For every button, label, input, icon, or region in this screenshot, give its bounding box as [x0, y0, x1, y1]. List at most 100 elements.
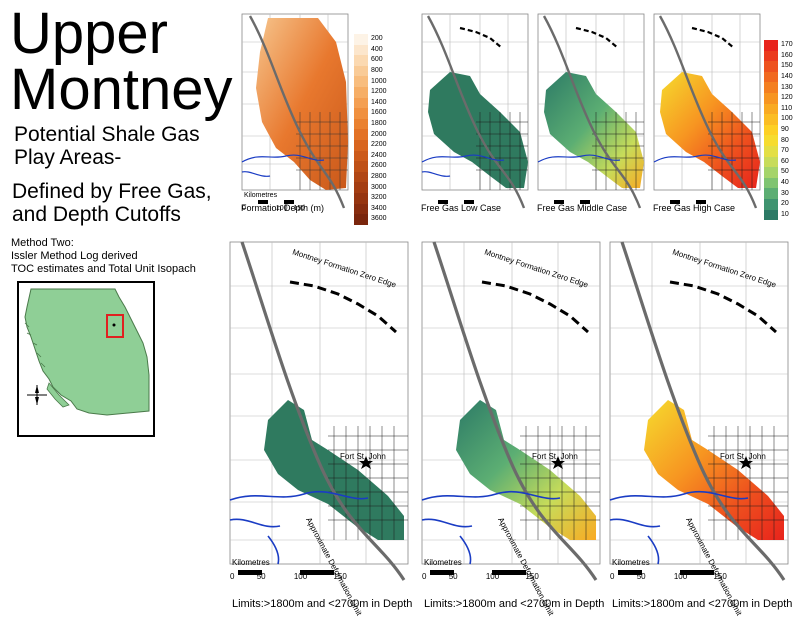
scale-tick: 50: [636, 572, 646, 581]
small-map-low-case: [420, 12, 532, 211]
scale-tick: 150: [713, 572, 727, 581]
caption-low-case: Free Gas Low Case: [421, 203, 502, 213]
legend-row: 200: [354, 34, 387, 45]
scale-title-large-3: Kilometres: [612, 558, 650, 567]
defined-line-2: and Depth Cutoffs: [12, 203, 181, 226]
scale-tick: 100: [485, 572, 500, 581]
legend-row: 20: [764, 198, 793, 210]
legend-swatch: [764, 71, 778, 83]
legend-row: 2200: [354, 139, 387, 151]
coast-islands: [46, 382, 70, 408]
legend-swatch: [354, 171, 368, 183]
legend-swatch: [354, 150, 368, 162]
study-area-box: [106, 314, 124, 338]
scale-tick: 0: [610, 572, 615, 581]
scale-bar-small-1: Kilometres: [244, 192, 277, 200]
legend-label: 2800: [371, 173, 387, 181]
scale-ticks-large-1: 0 50 100 150: [230, 572, 347, 581]
legend-swatch: [354, 129, 368, 140]
scale-tick: 150: [525, 572, 539, 581]
method-line-3: TOC estimates and Total Unit Isopach: [11, 263, 196, 275]
scale-tick: 0: [242, 205, 246, 212]
legend-row: 2600: [354, 161, 387, 172]
legend-label: 110: [781, 104, 793, 112]
legend-swatch: [354, 203, 368, 215]
legend-label: 1400: [371, 98, 387, 106]
scale-tick: 0: [230, 572, 235, 581]
legend-label: 1200: [371, 88, 387, 96]
scale-title-large-1: Kilometres: [232, 558, 270, 567]
title-line-1: Upper: [10, 1, 168, 66]
legend-row: 130: [764, 82, 793, 93]
scale-tick: 100: [673, 572, 688, 581]
legend-row: 80: [764, 135, 793, 146]
legend-label: 200: [371, 35, 383, 43]
legend-swatch: [354, 44, 368, 56]
legend-label: 600: [371, 56, 383, 64]
city-star-icon: [359, 456, 373, 469]
city-label: Fort St. John: [532, 452, 578, 461]
legend-swatch: [354, 86, 368, 98]
legend-swatch: [764, 156, 778, 168]
legend-label: 3200: [371, 194, 387, 202]
legend-label: 60: [781, 157, 789, 165]
legend-swatch: [354, 118, 368, 130]
legend-swatch: [354, 34, 368, 45]
legend-row: 90: [764, 124, 793, 136]
legend-label: 40: [781, 179, 789, 187]
subtitle-line-1: Potential Shale Gas: [14, 123, 200, 146]
scale-tick: 100: [275, 205, 288, 212]
legend-row: 2400: [354, 150, 387, 162]
scale-title: Kilometres: [244, 192, 278, 199]
legend-swatch: [764, 167, 778, 178]
legend-swatch: [354, 108, 368, 119]
legend-swatch: [354, 161, 368, 172]
caption-large-1: Limits:>1800m and <2700m in Depth: [232, 598, 413, 610]
method-line-1: Method Two:: [11, 237, 74, 249]
legend-label: 90: [781, 126, 789, 134]
legend-swatch: [764, 135, 778, 146]
legend-swatch: [354, 182, 368, 193]
legend-row: 1600: [354, 108, 387, 119]
legend-row: 600: [354, 55, 387, 66]
legend-swatch: [764, 114, 778, 125]
method-note: Method Two: Issler Method Log derived TO…: [11, 237, 196, 276]
province-shape: [24, 288, 150, 416]
caption-depth: Formation Depth (m): [241, 203, 325, 213]
legend-row: 160: [764, 50, 793, 62]
legend-label: 1000: [371, 77, 387, 85]
scale-ticks-small-1: 0 100 150: [242, 205, 305, 213]
legend-swatch: [764, 177, 778, 189]
legend-row: 50: [764, 167, 793, 178]
legend-label: 400: [371, 45, 383, 53]
large-map-middle-case: Montney Formation Zero Edge Fort St. Joh…: [420, 240, 603, 617]
legend-swatch: [354, 55, 368, 66]
legend-label: 3400: [371, 204, 387, 212]
legend-label: 800: [371, 67, 383, 75]
legend-row: 40: [764, 177, 793, 189]
defined-text: Defined by Free Gas, and Depth Cutoffs: [12, 180, 212, 226]
legend-label: 2600: [371, 162, 387, 170]
legend-row: 400: [354, 44, 387, 56]
legend-swatch: [764, 188, 778, 199]
legend-swatch: [354, 97, 368, 109]
legend-swatch: [764, 209, 778, 221]
caption-middle-case: Free Gas Middle Case: [537, 203, 628, 213]
legend-label: 50: [781, 168, 789, 176]
legend-swatch: [764, 124, 778, 136]
subtitle: Potential Shale Gas Play Areas-: [14, 123, 200, 169]
legend-row: 70: [764, 145, 793, 157]
city-label: Fort St. John: [340, 452, 386, 461]
legend-swatch: [764, 103, 778, 115]
small-map-middle-case: [536, 12, 648, 211]
scale-tick: 50: [448, 572, 458, 581]
legend-swatch: [764, 198, 778, 210]
large-map-low-case: Montney Formation Zero Edge Fort St. Joh…: [228, 240, 411, 617]
legend-row: 3400: [354, 203, 387, 215]
small-map-depth: Kilometres 0 100 150: [240, 12, 352, 213]
legend-label: 2000: [371, 130, 387, 138]
legend-swatch: [764, 82, 778, 93]
legend-label: 150: [781, 62, 793, 70]
legend-label: 30: [781, 189, 789, 197]
legend-row: 140: [764, 71, 793, 83]
